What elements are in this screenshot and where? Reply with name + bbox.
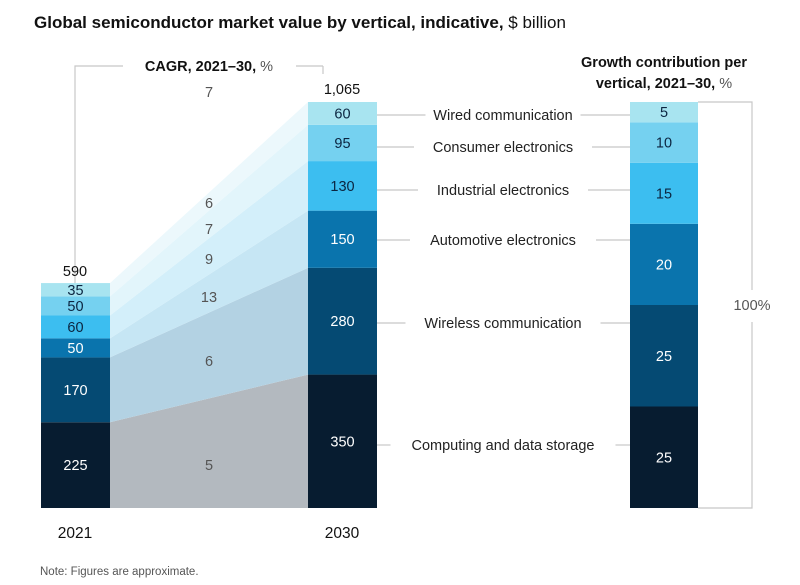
bar-2021-segment-wireless-communication [41, 357, 110, 423]
growth-value-computing-and-data-storage: 25 [656, 450, 672, 466]
bar-2030-segment-consumer-electronics [308, 124, 377, 162]
cagr-labels: 5 6 13 9 7 6 [201, 196, 217, 474]
cagr-industrial-electronics: 9 [205, 252, 213, 268]
value-label-2030-computing-and-data-storage: 350 [330, 434, 354, 450]
bar-2021-segment-industrial-electronics [41, 315, 110, 339]
x-tick-2030: 2030 [325, 525, 360, 542]
growth-value-automotive-electronics: 20 [656, 257, 672, 273]
legend-label-industrial-electronics: Industrial electronics [437, 183, 569, 199]
total-cagr-value: 7 [205, 85, 213, 101]
cagr-automotive-electronics: 13 [201, 290, 217, 306]
cagr-wireless-communication: 6 [205, 354, 213, 370]
value-label-2030-industrial-electronics: 130 [330, 179, 354, 195]
total-2021: 590 [63, 264, 87, 280]
bar-2030-segment-automotive-electronics [308, 210, 377, 268]
legend-label-wireless-communication: Wireless communication [424, 316, 581, 332]
chart-title: Global semiconductor market value by ver… [34, 13, 566, 32]
growth-header-line1: Growth contribution per [581, 55, 747, 71]
value-label-2021-wireless-communication: 170 [63, 383, 87, 399]
value-label-2021-automotive-electronics: 50 [67, 341, 83, 357]
value-label-2021-industrial-electronics: 60 [67, 320, 83, 336]
cagr-bracket: CAGR, 2021–30, % 7 [74, 59, 324, 284]
bar-2030-segment-computing-and-data-storage [308, 374, 377, 508]
total-2030: 1,065 [324, 82, 360, 98]
bridge-consumer-electronics [110, 124, 308, 316]
bridge-wireless-communication [110, 267, 308, 423]
legend-label-consumer-electronics: Consumer electronics [433, 140, 573, 156]
bridge-computing-and-data-storage [110, 374, 308, 508]
bar-2021-segment-computing-and-data-storage [41, 422, 110, 508]
bridge-industrial-electronics [110, 161, 308, 339]
bridge-automotive-electronics [110, 210, 308, 358]
value-label-2030-wireless-communication: 280 [330, 314, 354, 330]
x-tick-2021: 2021 [58, 525, 92, 542]
bar-growth-contribution: 25 25 20 15 10 5 [630, 102, 698, 508]
value-label-2030-wired-communication: 60 [334, 106, 350, 122]
growth-segment-consumer-electronics [630, 122, 698, 163]
cagr-header: CAGR, 2021–30, % [145, 59, 273, 75]
growth-segment-computing-and-data-storage [630, 406, 698, 508]
growth-value-wireless-communication: 25 [656, 349, 672, 365]
growth-value-industrial-electronics: 15 [656, 186, 672, 202]
bar-2030: 350 280 150 130 95 60 [308, 102, 377, 508]
growth-value-wired-communication: 5 [660, 105, 668, 121]
growth-segment-wireless-communication [630, 305, 698, 407]
bar-2030-segment-wired-communication [308, 102, 377, 125]
bar-2021-segment-wired-communication [41, 283, 110, 297]
growth-segment-wired-communication [630, 102, 698, 123]
value-label-2021-consumer-electronics: 50 [67, 299, 83, 315]
legend-label-computing-and-data-storage: Computing and data storage [412, 438, 595, 454]
bar-2030-segment-industrial-electronics [308, 161, 377, 211]
bridge-wired-communication [110, 102, 308, 297]
growth-segment-automotive-electronics [630, 223, 698, 305]
growth-bridges [110, 102, 308, 508]
growth-bracket-top [698, 101, 753, 290]
growth-total-label: 100% [733, 298, 770, 314]
growth-bracket-bottom [698, 322, 753, 509]
footnote: Note: Figures are approximate. [40, 566, 199, 578]
value-label-2021-computing-and-data-storage: 225 [63, 458, 87, 474]
value-label-2030-automotive-electronics: 150 [330, 232, 354, 248]
bar-2021-segment-automotive-electronics [41, 338, 110, 358]
legend-label-wired-communication: Wired communication [433, 108, 572, 124]
cagr-consumer-electronics: 7 [205, 222, 213, 238]
cagr-computing-and-data-storage: 5 [205, 458, 213, 474]
growth-header-line2: vertical, 2021–30, % [596, 76, 732, 92]
growth-total-bracket: 100% [698, 101, 771, 509]
growth-segment-industrial-electronics [630, 162, 698, 224]
legend: Computing and data storage Wireless commu… [377, 108, 630, 454]
bar-2021-segment-consumer-electronics [41, 296, 110, 316]
cagr-bracket-left-line [74, 65, 123, 284]
cagr-wired-communication: 6 [205, 196, 213, 212]
legend-label-automotive-electronics: Automotive electronics [430, 233, 576, 249]
bar-2030-segment-wireless-communication [308, 267, 377, 375]
value-label-2030-consumer-electronics: 95 [334, 136, 350, 152]
growth-value-consumer-electronics: 10 [656, 136, 672, 152]
value-label-2021-wired-communication: 35 [67, 283, 83, 299]
